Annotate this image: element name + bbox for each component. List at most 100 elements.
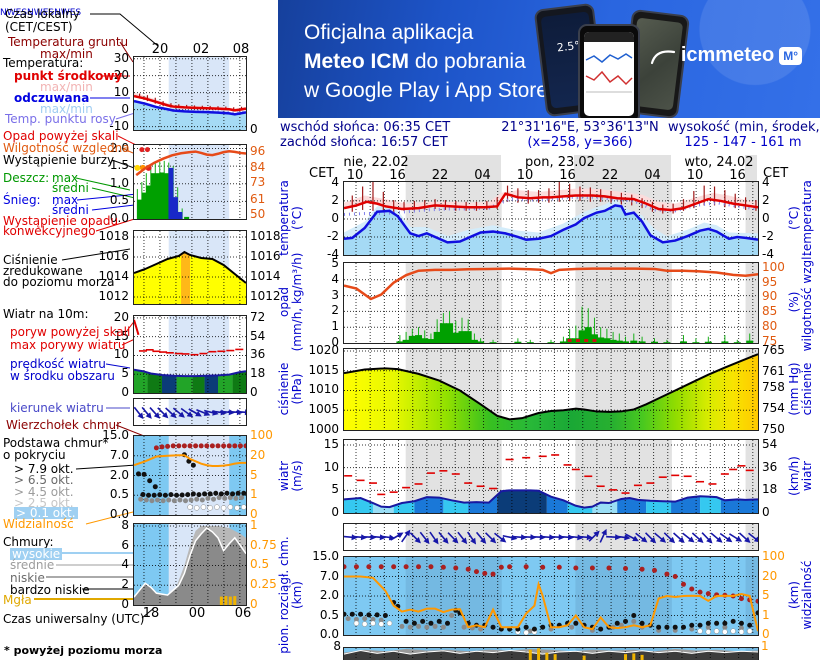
cet-label-left: CET: [309, 166, 335, 181]
compass-icon: E: [42, 8, 49, 18]
tick-label: 0: [331, 505, 339, 519]
tick-label: 85: [762, 304, 778, 319]
tick-label: 5: [121, 366, 129, 381]
tick-label: 4: [762, 174, 770, 189]
axis-label-left: opad (mm/h, kg/m³/h): [277, 252, 304, 352]
legend-label: niskie: [10, 571, 45, 585]
legend-label: Temp. punktu rosy: [5, 112, 116, 126]
chart-m_cloud: [134, 436, 246, 515]
tick-label: 1016: [98, 249, 129, 263]
night-band-header: [404, 155, 501, 181]
tick-label: 0: [762, 210, 770, 225]
legend-label: Wierzchołek chmur: [6, 418, 122, 432]
legend-label: > 0.1 okt.: [14, 506, 78, 520]
legend-label: średni: [52, 203, 89, 217]
hour-label: 04: [474, 168, 491, 183]
tick-label: 80: [762, 319, 778, 334]
tick-label: 3: [331, 287, 339, 302]
banner-line3: w Google Play i App Store: [304, 79, 548, 102]
axis-label-right: (°C) temperatura: [787, 179, 814, 256]
legend-label: średnie: [10, 558, 55, 572]
legend-label: > 4.5 okt.: [14, 485, 74, 499]
tick-label: 1000: [308, 422, 339, 436]
logo-swoosh-icon: [650, 49, 675, 64]
tick-label: 1: [250, 487, 258, 502]
legend-label: do poziomu morza: [3, 275, 115, 289]
tick-label: 5: [762, 588, 770, 602]
tick-label: 7.0: [319, 568, 339, 583]
compass-icon: S: [48, 8, 55, 18]
tick-label: 1.0: [109, 175, 129, 190]
legend-label: konwekcyjnego: [3, 224, 96, 238]
legend-label: wysokie: [10, 547, 63, 561]
tick-label: 761: [762, 364, 785, 379]
icmmeteo-logo[interactable]: icmmeteo M°: [650, 44, 802, 67]
tick-label: 100: [250, 428, 273, 442]
banner-text: Oficjalna aplikacja Meteo ICM do pobrani…: [304, 18, 548, 105]
tick-label: 1014: [98, 269, 129, 283]
day-label: pon, 23.02: [525, 155, 595, 170]
tick-label: 15.0: [102, 428, 129, 442]
hour-label: 16: [389, 168, 406, 183]
tick-label: 0.0: [109, 211, 129, 225]
tick-label: 5: [250, 467, 258, 482]
location-info: 21°31'16"E, 53°36'13"N (x=258, y=366): [490, 120, 670, 150]
legend-label: zredukowane: [3, 264, 83, 278]
hour-label: 10: [686, 168, 704, 183]
tick-label: 1005: [308, 402, 339, 417]
legend-label: Wilgotność względna: [3, 141, 130, 155]
legend-label: poryw powyżej skali: [10, 325, 131, 339]
altitude-label: wysokość (min, środek, max): [668, 120, 820, 135]
legend-label: max: [52, 171, 79, 185]
tick-label: 0.0: [109, 507, 129, 521]
tick-label: 0: [331, 335, 339, 349]
tick-label: 30: [113, 50, 129, 65]
tick-label: 72: [250, 309, 266, 324]
legend-label: Czas lokalny: [5, 7, 80, 21]
mini-bottom-time: 00: [188, 606, 206, 621]
chart-m_wind: [134, 316, 246, 393]
legend-label: Podstawa chmur*: [3, 436, 109, 450]
legend-label: prędkość wiatru: [10, 357, 106, 371]
chart-bottom: [344, 648, 758, 660]
compass-icon: E: [15, 8, 22, 18]
altitude-values: 125 - 147 - 161 m: [684, 135, 802, 150]
chart-press: [344, 349, 758, 430]
tick-label: 18: [250, 366, 266, 381]
phone-front-image: [578, 24, 640, 118]
sunrise-time: wschód słońca: 06:35 CET: [280, 120, 451, 135]
tick-label: 15.0: [312, 549, 339, 563]
app-banner[interactable]: Oficjalna aplikacja Meteo ICM do pobrani…: [278, 0, 820, 118]
tick-label: 0.5: [250, 557, 270, 572]
banner-line1: Oficjalna aplikacja: [304, 21, 474, 44]
tick-label: 2: [331, 303, 339, 318]
tick-label: 15: [323, 436, 339, 451]
tick-label: 0: [331, 210, 339, 225]
hour-label: 22: [431, 168, 449, 183]
tick-label: 0: [121, 101, 129, 116]
panel-m_temp: [133, 56, 247, 131]
tick-label: 750: [762, 422, 785, 436]
day-label: wto, 24.02: [684, 155, 754, 170]
tick-label: 18: [762, 482, 778, 497]
tick-label: 20: [250, 447, 266, 462]
tick-label: 2: [121, 577, 129, 592]
sunset-time: zachód słońca: 16:57 CET: [280, 135, 448, 150]
legend-label: Śnieg:: [3, 193, 41, 207]
legend-label: Opad powyżej skali: [3, 129, 119, 143]
phone-meteogram-thumbnail: [585, 53, 633, 93]
legend-label: Wystąpienie burzy: [3, 153, 115, 167]
compass-icon: W: [33, 8, 43, 18]
legend-label: > 7.9 okt.: [14, 462, 74, 476]
tick-label: 54: [250, 328, 266, 343]
tick-label: 1018: [98, 229, 129, 243]
tick-label: 1020: [308, 342, 339, 357]
legend-label: > 6.5 okt.: [14, 473, 74, 487]
legend-label: Temperatura gruntu: [8, 35, 129, 49]
chart-dir: [344, 524, 758, 550]
axis-label-left: wiatr (m/s): [277, 459, 304, 492]
tick-label: 2.0: [319, 588, 339, 602]
tick-label: 1015: [308, 362, 339, 377]
chart-m_temp: [134, 57, 246, 130]
tick-label: 10: [323, 459, 339, 474]
